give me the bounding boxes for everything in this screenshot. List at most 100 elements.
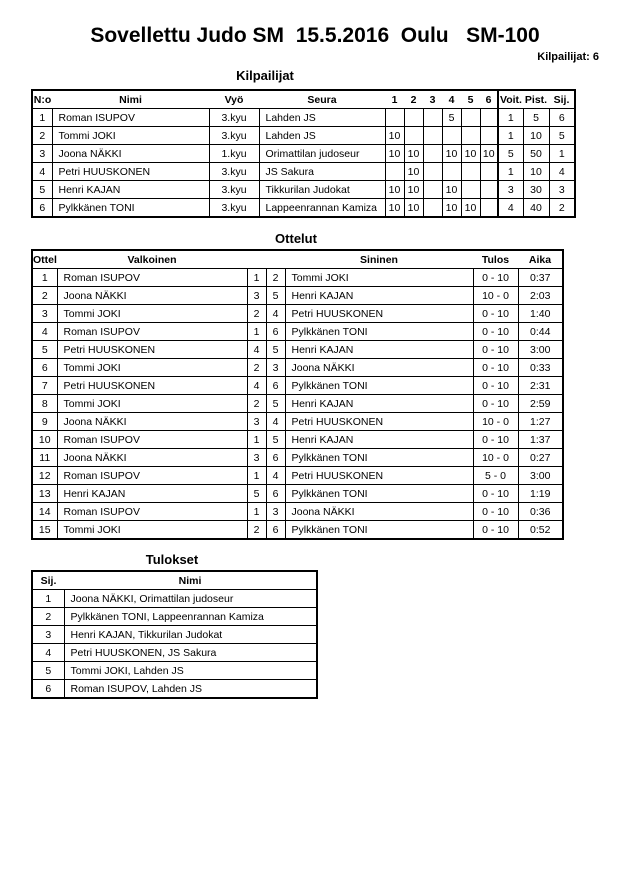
cell-white: Henri KAJAN: [56, 484, 248, 503]
cell-blue-no: 6: [265, 322, 286, 341]
cell-vs-4: 10: [441, 180, 462, 199]
cell-name: Roman ISUPOV: [51, 108, 210, 127]
cell-vs-4: 10: [441, 198, 462, 218]
cell-white-no: 1: [246, 466, 267, 485]
column-header-white: Valkoinen: [57, 250, 247, 269]
cell-name: Roman ISUPOV, Lahden JS: [63, 679, 318, 699]
table-row: 10 Roman ISUPOV 1 5 Henri KAJAN 0 - 10 1:37: [31, 430, 564, 449]
cell-time: 1:37: [517, 430, 564, 449]
column-header-white-no: [247, 250, 266, 269]
column-header-match: Ottelu: [32, 250, 57, 269]
cell-white-no: 3: [246, 448, 267, 467]
table-row: 13 Henri KAJAN 5 6 Pylkkänen TONI 0 - 10 1:19: [31, 484, 564, 503]
cell-vs-4: [441, 126, 462, 145]
cell-vs-2: 10: [403, 144, 424, 163]
cell-time: 2:59: [517, 394, 564, 413]
cell-name: Joona NÄKKI: [51, 144, 210, 163]
participants-heading: Kilpailijat: [236, 68, 294, 83]
table-row: 12 Roman ISUPOV 1 4 Petri HUUSKONEN 5 - 0 3:00: [31, 466, 564, 485]
cell-white-no: 1: [246, 430, 267, 449]
column-header-rank: Sij.: [549, 90, 575, 109]
cell-name: Tommi JOKI, Lahden JS: [63, 661, 318, 680]
cell-club: Tikkurilan Judokat: [258, 180, 386, 199]
cell-club: Orimattilan judoseur: [258, 144, 386, 163]
cell-match: 4: [31, 322, 58, 341]
cell-match: 2: [31, 286, 58, 305]
cell-blue-no: 6: [265, 484, 286, 503]
cell-vs-6: [479, 180, 499, 199]
cell-time: 0:27: [517, 448, 564, 467]
cell-match: 3: [31, 304, 58, 323]
cell-name: Pylkkänen TONI: [51, 198, 210, 218]
cell-number: 5: [31, 180, 53, 199]
column-header-result: Tulos: [473, 250, 518, 269]
cell-blue: Petri HUUSKONEN: [284, 466, 474, 485]
cell-belt: 3.kyu: [208, 126, 260, 145]
cell-white: Joona NÄKKI: [56, 412, 248, 431]
cell-time: 0:52: [517, 520, 564, 540]
cell-time: 0:33: [517, 358, 564, 377]
cell-blue-no: 6: [265, 448, 286, 467]
column-header-points: Pist.: [523, 90, 549, 109]
table-row: 5 Petri HUUSKONEN 4 5 Henri KAJAN 0 - 10 3:00: [31, 340, 564, 359]
cell-blue: Tommi JOKI: [284, 268, 474, 287]
table-row: 14 Roman ISUPOV 1 3 Joona NÄKKI 0 - 10 0:36: [31, 502, 564, 521]
cell-name: Petri HUUSKONEN, JS Sakura: [63, 643, 318, 662]
cell-blue: Petri HUUSKONEN: [284, 304, 474, 323]
cell-result: 0 - 10: [472, 394, 519, 413]
cell-blue: Pylkkänen TONI: [284, 376, 474, 395]
cell-blue: Henri KAJAN: [284, 394, 474, 413]
cell-white: Roman ISUPOV: [56, 322, 248, 341]
cell-blue: Henri KAJAN: [284, 340, 474, 359]
cell-belt: 3.kyu: [208, 108, 260, 127]
cell-rank: 6: [31, 679, 65, 699]
cell-club: Lappeenrannan Kamiza: [258, 198, 386, 218]
column-header-vs-5: 5: [461, 90, 480, 109]
cell-rank: 3: [548, 180, 576, 199]
matches-heading: Ottelut: [275, 231, 317, 246]
cell-number: 1: [31, 108, 53, 127]
cell-points: 30: [522, 180, 550, 199]
cell-vs-6: [479, 162, 499, 181]
cell-white-no: 1: [246, 268, 267, 287]
cell-time: 0:44: [517, 322, 564, 341]
cell-vs-3: [422, 126, 443, 145]
table-row: 9 Joona NÄKKI 3 4 Petri HUUSKONEN 10 - 0 1:27: [31, 412, 564, 431]
cell-vs-3: [422, 108, 443, 127]
cell-match: 1: [31, 268, 58, 287]
cell-name: Joona NÄKKI, Orimattilan judoseur: [63, 589, 318, 608]
cell-name: Tommi JOKI: [51, 126, 210, 145]
cell-match: 6: [31, 358, 58, 377]
cell-blue-no: 4: [265, 466, 286, 485]
cell-white-no: 2: [246, 358, 267, 377]
cell-blue-no: 5: [265, 430, 286, 449]
cell-name: Petri HUUSKONEN: [51, 162, 210, 181]
table-row: 3 Joona NÄKKI 1.kyu Orimattilan judoseur 10 1…: [31, 144, 576, 163]
table-row: 2 Pylkkänen TONI, Lappeenrannan Kamiza: [31, 607, 318, 626]
cell-rank: 4: [31, 643, 65, 662]
table-row: 5 Tommi JOKI, Lahden JS: [31, 661, 318, 680]
cell-white: Roman ISUPOV: [56, 430, 248, 449]
column-header-blue: Sininen: [285, 250, 473, 269]
cell-name: Henri KAJAN: [51, 180, 210, 199]
cell-vs-2: 10: [403, 198, 424, 218]
cell-rank: 6: [548, 108, 576, 127]
results-table: Sij. Nimi 1 Joona NÄKKI, Orimattilan judose…: [31, 570, 318, 699]
cell-white-no: 2: [246, 520, 267, 540]
cell-result: 10 - 0: [472, 412, 519, 431]
table-row: 6 Pylkkänen TONI 3.kyu Lappeenrannan Kamiza…: [31, 198, 576, 218]
table-row: 1 Roman ISUPOV 3.kyu Lahden JS 5 1 5 6: [31, 108, 576, 127]
cell-vs-2: 10: [403, 162, 424, 181]
cell-name: Henri KAJAN, Tikkurilan Judokat: [63, 625, 318, 644]
cell-result: 0 - 10: [472, 502, 519, 521]
cell-vs-2: [403, 126, 424, 145]
cell-vs-1: [384, 162, 405, 181]
cell-white: Tommi JOKI: [56, 394, 248, 413]
cell-vs-4: 10: [441, 144, 462, 163]
cell-vs-5: 10: [460, 198, 481, 218]
cell-white-no: 2: [246, 394, 267, 413]
table-row: 2 Joona NÄKKI 3 5 Henri KAJAN 10 - 0 2:03: [31, 286, 564, 305]
cell-vs-1: [384, 108, 405, 127]
cell-vs-3: [422, 162, 443, 181]
cell-rank: 4: [548, 162, 576, 181]
